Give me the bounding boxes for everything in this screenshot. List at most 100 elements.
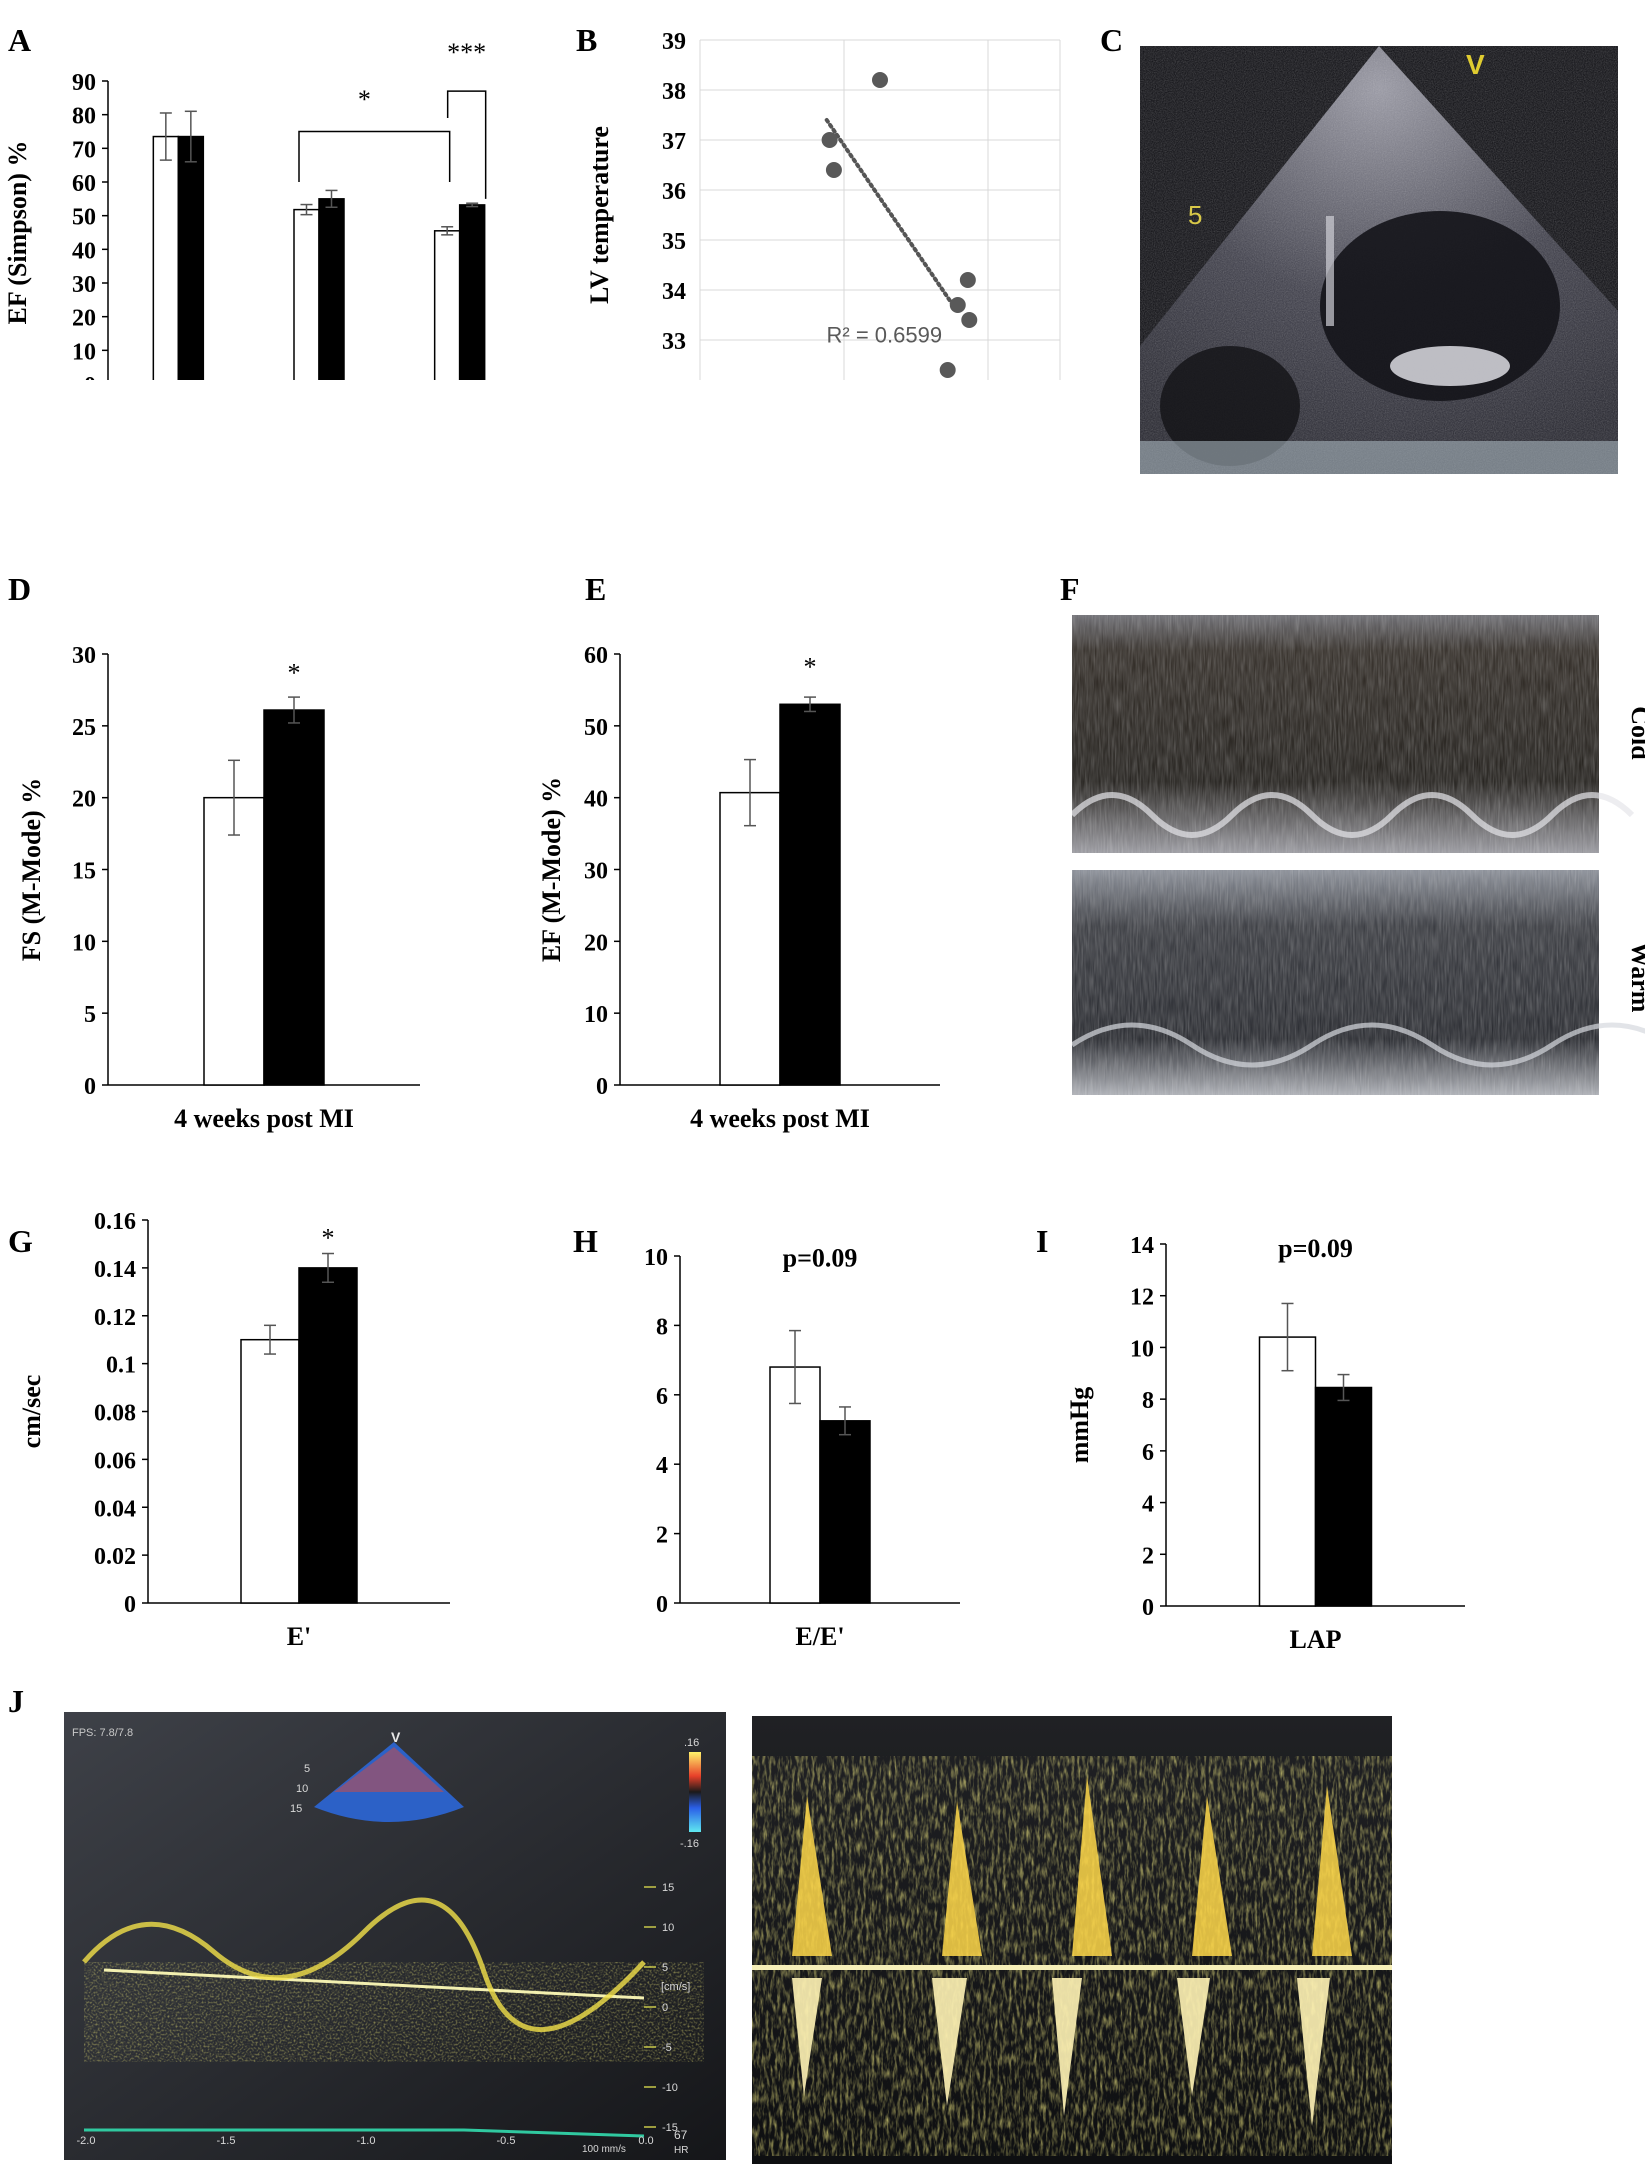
y-tick-label: 50 [584,715,608,741]
y-tick-label: 0 [656,1592,668,1618]
significance-marker: * [358,85,371,114]
y-tick-label: 35 [662,229,686,255]
r-squared-label: R² = 0.6599 [827,323,943,348]
bar [819,1420,871,1604]
bar [203,796,265,1086]
doppler-image-j-left: FPS: 7.8/7.8 V 5 10 15 .16 -.16 15 10 5 0 -5… [64,1712,726,2160]
label-cold: Cold [1626,706,1645,760]
chart-g-e-prime: 0 0.02 0.04 0.06 0.08 0.1 0.12 0.14 0.16 cm/sec E'… [17,1209,450,1651]
chart-i-lap: 0 2 4 6 8 10 12 14 mmHg LAP p=0.09 [1065,1233,1465,1654]
speed-label: 100 mm/s [582,2144,626,2155]
x-category-label: E' [287,1622,312,1651]
y-tick-label: 60 [584,643,608,669]
panel-label-b: B [576,22,598,58]
y-tick-label: 6 [656,1384,668,1410]
y-tick-label: 14 [1130,1233,1154,1259]
x-category-label: E/E' [795,1622,844,1651]
panel-label-e: E [585,571,607,607]
mmode-images-f: Cold Warm [1072,615,1645,1095]
scatter-point [939,362,956,378]
y-tick-label: 20 [72,306,96,332]
bar [1258,1336,1317,1607]
time-label: -1.0 [357,2135,376,2147]
y-tick-label: 10 [1130,1336,1154,1362]
x-category-label: 4 weeks post MI [174,1104,354,1133]
scatter-point [959,272,976,288]
y-tick-label: 0.1 [106,1353,136,1379]
hr-value: 67 [674,2128,688,2142]
bar [152,135,180,380]
bar [263,709,325,1086]
y-tick-label: 30 [584,859,608,885]
y-tick-label: 6 [1142,1440,1154,1466]
y-tick-label: 80 [72,104,96,130]
y-tick-label: 0.02 [94,1544,136,1570]
scatter-point [961,312,978,328]
scale-label: -5 [662,2042,672,2054]
y-tick-label: 36 [662,179,686,205]
y-tick-label: 10 [644,1245,668,1271]
y-tick-label: 0 [596,1074,608,1100]
scale-label: -10 [662,2082,678,2094]
sector-depth-5: 5 [304,1763,310,1775]
depth-label: 5 [1188,200,1202,230]
bar [293,208,320,380]
time-label: 0.0 [638,2135,653,2147]
bar [318,198,345,380]
y-tick-label: 38 [662,79,686,105]
chart-h-e-e-prime: 0 2 4 6 8 10 E/E' p=0.09 [644,1243,960,1651]
hr-label: HR [674,2145,688,2156]
panel-label-j: J [8,1683,24,1719]
scale-label: 15 [662,1882,674,1894]
y-tick-label: 8 [1142,1388,1154,1414]
bar [1314,1386,1373,1607]
trendline [824,118,959,312]
y-axis-title: mmHg [1065,1387,1094,1464]
y-tick-label: 32 [662,379,686,380]
y-tick-label: 0.16 [94,1209,136,1235]
chart-d-fs-mmode: 0 5 10 15 20 25 30 FS (M-Mode) % 4 weeks post MI… [17,643,420,1133]
y-tick-label: 0 [84,373,96,380]
y-tick-label: 0 [84,1074,96,1100]
y-tick-label: 20 [72,787,96,813]
y-tick-label: 15 [72,859,96,885]
y-tick-label: 70 [72,137,96,163]
p-value-label: p=0.09 [1278,1234,1353,1263]
bar [240,1338,300,1604]
y-tick-label: 40 [584,787,608,813]
y-tick-label: 37 [662,129,686,155]
y-tick-label: 50 [72,205,96,231]
panel-label-c: C [1100,22,1124,58]
echo-image-c: 5 V [1140,46,1618,474]
y-tick-label: 60 [72,171,96,197]
y-tick-label: 34 [662,279,686,305]
time-label: -0.5 [497,2135,516,2147]
significance-bracket [446,90,487,199]
scale-label: 10 [662,1922,674,1934]
panel-label-h: H [573,1223,598,1259]
fps-text: FPS: 7.8/7.8 [72,1727,133,1739]
time-axis: -2.0 -1.5 -1.0 -0.5 0.0 [77,2135,654,2147]
doppler-image-j-right [752,1716,1392,2164]
y-tick-label: 30 [72,272,96,298]
p-value-label: p=0.09 [783,1243,858,1272]
panel-label-a: A [8,22,32,58]
y-axis-title: FS (M-Mode) % [17,778,46,961]
bar [298,1267,358,1604]
y-tick-label: 39 [662,30,686,55]
y-tick-label: 30 [72,643,96,669]
y-tick-label: 0 [124,1592,136,1618]
y-tick-label: 2 [1142,1543,1154,1569]
y-tick-label: 90 [72,70,96,96]
panel-label-i: I [1036,1223,1049,1259]
y-tick-label: 8 [656,1314,668,1340]
bar [177,135,205,380]
bar [769,1366,821,1604]
y-axis-title: EF (Simpson) % [3,141,32,325]
bar [458,204,486,380]
scale-label: 0 [662,2002,668,2014]
time-label: -2.0 [77,2135,96,2147]
significance-bracket [298,130,451,182]
color-bar-bottom: -.16 [680,1838,699,1850]
y-tick-label: 25 [72,715,96,741]
